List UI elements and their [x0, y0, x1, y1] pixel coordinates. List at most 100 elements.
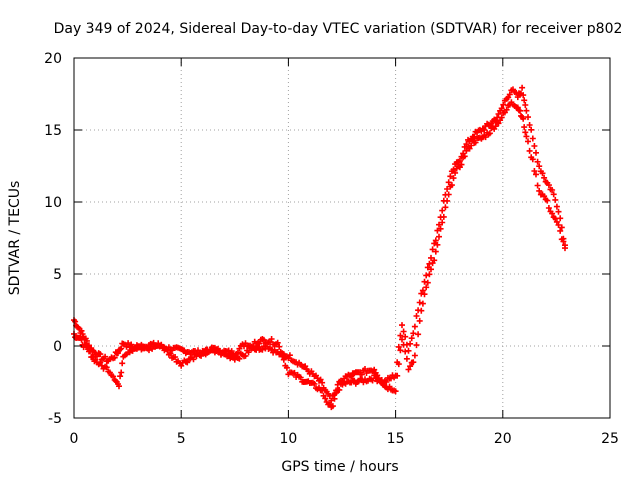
data-point	[541, 193, 548, 200]
data-point	[167, 350, 174, 357]
data-point	[431, 257, 438, 264]
data-point	[416, 317, 423, 324]
data-point	[102, 353, 109, 360]
data-point	[115, 350, 121, 357]
data-point	[447, 173, 454, 180]
data-point	[418, 307, 425, 314]
data-point	[432, 237, 439, 244]
data-point	[228, 348, 235, 355]
data-point	[408, 335, 415, 342]
data-point	[419, 287, 426, 294]
data-point	[371, 366, 378, 373]
data-point	[520, 115, 527, 122]
data-point	[529, 156, 536, 163]
data-point	[434, 227, 441, 234]
data-point	[280, 356, 287, 363]
data-point	[429, 246, 436, 253]
data-point	[329, 403, 336, 410]
data-point	[520, 92, 527, 99]
data-point	[283, 364, 290, 371]
data-point	[442, 204, 449, 211]
data-point	[116, 383, 122, 390]
data-point	[411, 323, 418, 330]
y-tick-label: 20	[44, 51, 62, 67]
data-point	[560, 238, 567, 245]
data-point	[399, 336, 405, 343]
y-tick-label: 10	[44, 195, 62, 211]
data-point	[302, 363, 309, 370]
data-point	[125, 340, 132, 347]
x-tick-label: 25	[601, 431, 619, 447]
data-point	[297, 374, 304, 381]
data-point	[486, 130, 493, 137]
data-point	[190, 356, 197, 363]
data-point	[495, 111, 502, 117]
data-point	[428, 254, 434, 261]
data-point	[552, 215, 559, 222]
data-point	[444, 186, 451, 192]
data-point	[553, 218, 560, 225]
data-point	[440, 213, 447, 220]
data-point	[562, 245, 568, 252]
y-axis-ticks: -5 0 5 10 15 20	[44, 51, 610, 427]
data-point	[421, 291, 428, 298]
x-tick-label: 5	[177, 431, 186, 447]
data-point	[503, 106, 510, 113]
x-tick-label: 0	[70, 431, 79, 447]
data-point	[317, 376, 324, 383]
data-point	[557, 227, 564, 234]
data-point	[552, 196, 559, 203]
data-point	[411, 352, 418, 359]
data-point	[236, 355, 243, 362]
data-point	[424, 279, 431, 286]
data-point	[444, 197, 451, 204]
data-point	[207, 347, 214, 354]
data-point	[555, 208, 562, 215]
data-point	[426, 271, 433, 278]
data-point	[117, 346, 124, 353]
data-point	[277, 350, 284, 357]
data-point	[172, 354, 179, 360]
data-point	[523, 107, 530, 114]
data-point	[274, 339, 281, 346]
data-point	[286, 352, 293, 359]
data-point	[413, 313, 420, 319]
data-point	[83, 337, 90, 344]
data-point	[472, 139, 479, 146]
data-point	[456, 157, 463, 164]
data-point	[397, 347, 404, 354]
data-point	[525, 114, 531, 121]
data-point	[311, 380, 318, 387]
data-point	[500, 101, 507, 108]
data-point	[72, 318, 79, 325]
data-point	[439, 219, 446, 226]
data-point	[550, 191, 557, 198]
y-tick-label: 5	[53, 267, 62, 283]
data-point	[521, 97, 528, 104]
data-point	[558, 224, 565, 231]
data-point	[358, 371, 365, 378]
data-point	[544, 197, 551, 204]
data-point	[118, 369, 125, 376]
data-point	[416, 299, 423, 306]
data-point	[110, 373, 117, 380]
chart-title: Day 349 of 2024, Sidereal Day-to-day VTE…	[54, 21, 623, 37]
data-point	[242, 352, 249, 359]
data-point	[498, 114, 505, 121]
data-point	[198, 352, 205, 359]
data-point	[402, 348, 409, 355]
data-point	[388, 375, 394, 382]
data-point	[146, 347, 152, 354]
y-tick-label: 15	[44, 123, 62, 139]
data-point	[526, 122, 533, 128]
grid	[74, 58, 610, 418]
data-point	[395, 361, 402, 368]
data-point	[526, 147, 533, 154]
data-point	[403, 355, 410, 362]
data-point	[331, 395, 338, 402]
data-point	[87, 348, 94, 355]
data-point	[400, 341, 407, 348]
data-point	[421, 278, 428, 285]
data-point	[505, 94, 512, 101]
data-point	[517, 107, 523, 114]
